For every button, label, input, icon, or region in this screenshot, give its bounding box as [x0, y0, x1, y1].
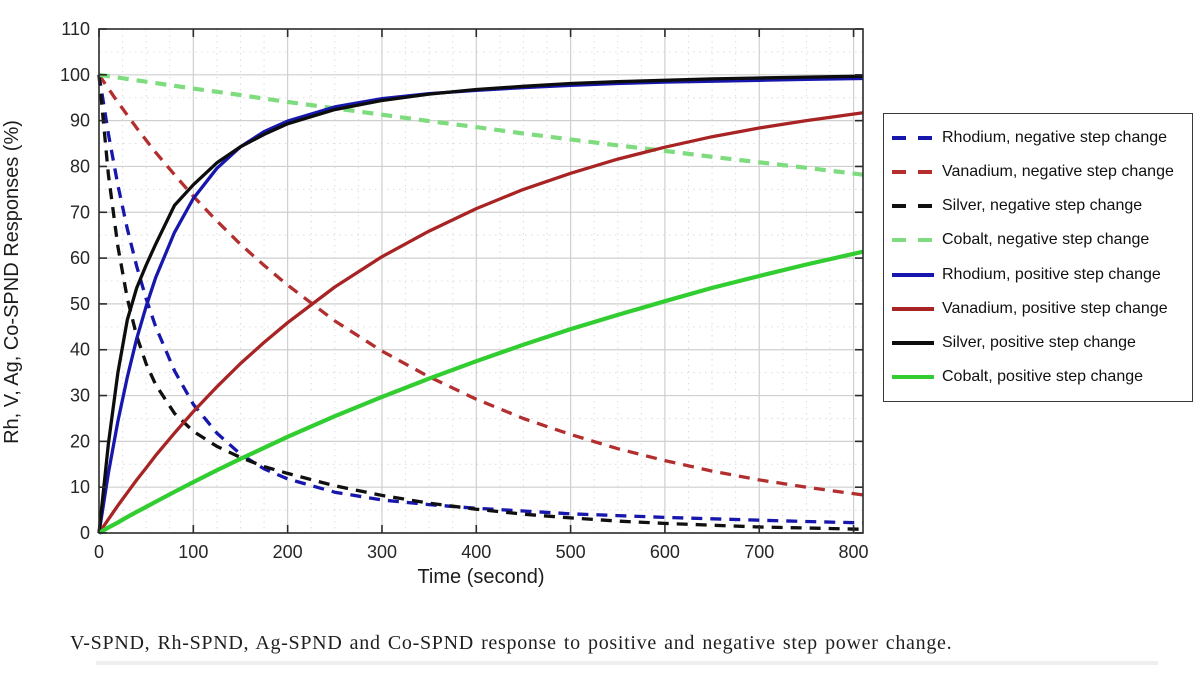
- legend-swatch-rhodium-negative: [892, 136, 934, 141]
- chart-legend: Rhodium, negative step change Vanadium, n…: [883, 113, 1193, 402]
- legend-swatch-vanadium-negative: [892, 170, 934, 175]
- legend-label-vanadium-negative: Vanadium, negative step change: [942, 163, 1174, 181]
- legend-swatch-rhodium-positive: [892, 272, 934, 277]
- legend-label-cobalt-negative: Cobalt, negative step change: [942, 231, 1150, 249]
- x-tick-label: 100: [178, 542, 208, 562]
- legend-item-rhodium-positive: Rhodium, positive step change: [891, 266, 1190, 284]
- y-tick-label: 10: [70, 477, 90, 497]
- y-tick-label: 90: [70, 111, 90, 131]
- x-tick-label: 600: [650, 542, 680, 562]
- x-axis-title: Time (second): [417, 566, 545, 588]
- y-tick-label: 50: [70, 294, 90, 314]
- legend-swatch-silver-positive: [892, 340, 934, 345]
- scan-artifact: [96, 661, 1158, 665]
- curve-vanadium-negative: [97, 73, 864, 497]
- legend-swatch-cobalt-negative: [892, 238, 934, 243]
- curve-silver-positive: [97, 74, 864, 534]
- y-tick-label: 110: [61, 19, 90, 39]
- legend-item-vanadium-positive: Vanadium, positive step change: [891, 300, 1190, 318]
- curve-cobalt-positive: [97, 249, 864, 535]
- legend-swatch-vanadium-positive: [892, 306, 934, 311]
- figure-caption: V-SPND, Rh-SPND, Ag-SPND and Co-SPND res…: [70, 632, 953, 654]
- curve-rhodium-negative: [97, 74, 864, 525]
- legend-label-silver-negative: Silver, negative step change: [942, 197, 1143, 215]
- legend-item-silver-positive: Silver, positive step change: [891, 334, 1190, 352]
- x-tick-label: 500: [556, 542, 586, 562]
- x-tick-label: 200: [273, 542, 303, 562]
- y-tick-label: 30: [70, 386, 90, 406]
- x-tick-label: 0: [94, 542, 104, 562]
- curve-vanadium-positive: [97, 111, 864, 534]
- y-axis-title: Rh, V, Ag, Co-SPND Responses (%): [1, 120, 23, 444]
- legend-swatch-cobalt-positive: [892, 374, 934, 379]
- legend-item-vanadium-negative: Vanadium, negative step change: [891, 163, 1190, 181]
- curve-cobalt-negative: [98, 72, 864, 177]
- legend-label-vanadium-positive: Vanadium, positive step change: [942, 299, 1168, 317]
- legend-item-cobalt-positive: Cobalt, positive step change: [891, 368, 1190, 386]
- y-tick-label: 20: [70, 431, 90, 451]
- x-tick-label: 700: [744, 542, 774, 562]
- legend-item-silver-negative: Silver, negative step change: [891, 197, 1190, 215]
- y-tick-label: 80: [70, 156, 90, 176]
- x-tick-label: 300: [367, 542, 397, 562]
- y-tick-label: 40: [70, 340, 90, 360]
- x-tick-label: 800: [839, 542, 869, 562]
- y-tick-label: 100: [60, 65, 90, 85]
- curve-silver-negative: [97, 74, 864, 531]
- x-tick-label: 400: [461, 542, 491, 562]
- y-tick-label: 60: [70, 248, 90, 268]
- plot-border: [98, 28, 864, 534]
- legend-label-cobalt-positive: Cobalt, positive step change: [942, 367, 1144, 385]
- curve-rhodium-positive: [97, 76, 864, 534]
- legend-label-silver-positive: Silver, positive step change: [942, 333, 1136, 351]
- legend-item-cobalt-negative: Cobalt, negative step change: [891, 231, 1190, 249]
- legend-label-rhodium-negative: Rhodium, negative step change: [942, 129, 1168, 147]
- y-tick-label: 0: [80, 523, 90, 543]
- legend-label-rhodium-positive: Rhodium, positive step change: [942, 265, 1161, 283]
- legend-item-rhodium-negative: Rhodium, negative step change: [891, 129, 1190, 147]
- y-tick-label: 70: [70, 202, 90, 222]
- legend-swatch-silver-negative: [892, 204, 934, 209]
